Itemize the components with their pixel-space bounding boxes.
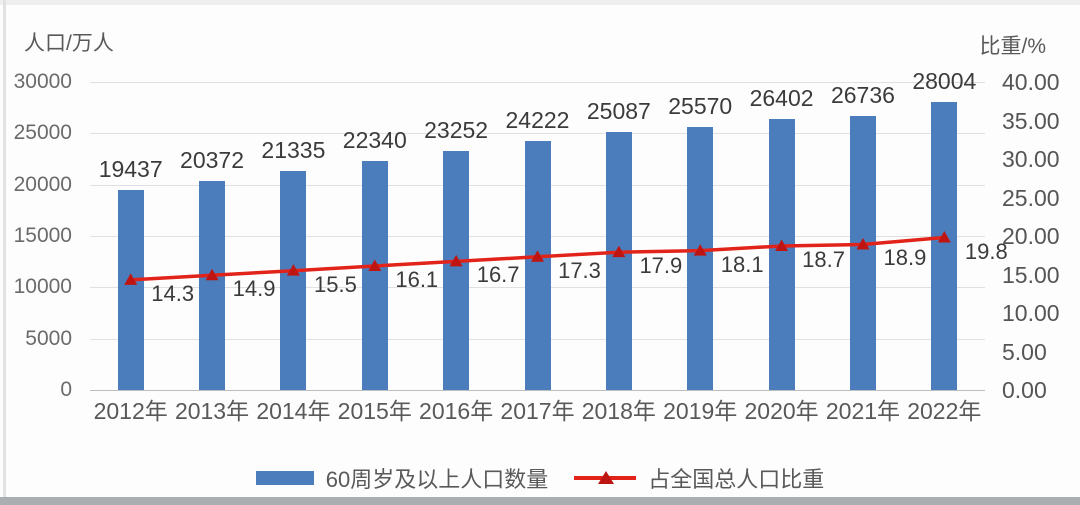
- bar: [117, 190, 144, 390]
- x-tick-label: 2019年: [663, 398, 738, 424]
- line-value-label: 17.9: [639, 253, 683, 279]
- legend-line-swatch-icon: [574, 470, 637, 486]
- bar: [199, 180, 226, 390]
- right-tick-label: 40.00: [1002, 69, 1060, 95]
- bar-value-label: 19437: [98, 156, 163, 183]
- bar: [361, 160, 388, 390]
- scan-edge-bottom: [0, 497, 1080, 505]
- bar: [931, 102, 958, 390]
- legend-bar-label: 60周岁及以上人口数量: [325, 467, 549, 492]
- right-axis-title: 比重/%: [979, 35, 1046, 58]
- x-tick-label: 2020年: [744, 398, 819, 424]
- right-tick-label: 20.00: [1002, 223, 1060, 249]
- bar: [687, 127, 714, 390]
- scan-edge-top: [0, 0, 1080, 5]
- x-tick-label: 2013年: [174, 398, 250, 424]
- trend-marker-icon: [775, 239, 789, 252]
- x-tick-label: 2022年: [907, 398, 982, 424]
- x-tick-label: 2021年: [825, 398, 901, 424]
- trend-marker-icon: [693, 244, 707, 256]
- left-axis-title: 人口/万人: [24, 32, 114, 55]
- legend: 60周岁及以上人口数量 占全国总人口比重: [0, 462, 1080, 494]
- gridline: [90, 133, 985, 135]
- left-tick-label: 30000: [13, 70, 72, 93]
- bar-value-label: 28004: [912, 68, 977, 95]
- legend-triangle-marker-icon: [598, 471, 615, 484]
- legend-bar-swatch-icon: [255, 471, 314, 485]
- right-tick-label: 5.00: [1002, 338, 1047, 365]
- bar: [280, 170, 307, 390]
- trend-marker-icon: [124, 273, 138, 285]
- trend-marker-icon: [205, 268, 219, 281]
- trend-marker-icon: [531, 250, 544, 262]
- x-tick-label: 2017年: [500, 398, 575, 424]
- left-tick-label: 5000: [25, 326, 72, 350]
- left-tick-label: 0: [60, 378, 72, 401]
- line-value-label: 14.9: [232, 276, 276, 302]
- bar-value-label: 26736: [830, 81, 895, 108]
- bar: [524, 141, 551, 390]
- plot-area: [90, 82, 985, 391]
- legend-line-label: 占全国总人口比重: [648, 467, 825, 492]
- x-tick-label: 2014年: [256, 398, 331, 424]
- trend-marker-icon: [612, 245, 626, 258]
- trend-marker-icon: [449, 254, 463, 267]
- line-value-label: 18.1: [720, 251, 764, 277]
- x-tick-label: 2015年: [337, 398, 412, 424]
- trend-marker-icon: [937, 231, 951, 243]
- x-axis-line: [90, 390, 985, 391]
- bar-value-label: 26402: [749, 84, 814, 111]
- bar: [768, 118, 795, 390]
- line-value-label: 18.9: [883, 245, 927, 271]
- x-tick-label: 2012年: [93, 398, 168, 424]
- line-value-label: 16.7: [476, 262, 520, 288]
- line-value-label: 15.5: [313, 271, 357, 297]
- bar-value-label: 24222: [505, 107, 570, 134]
- line-value-label: 17.3: [558, 257, 601, 283]
- x-tick-label: 2016年: [419, 398, 494, 424]
- bar-value-label: 25087: [586, 98, 651, 125]
- bar: [605, 132, 632, 390]
- left-tick-label: 25000: [13, 121, 72, 145]
- trend-marker-icon: [286, 264, 300, 276]
- trend-marker-icon: [856, 237, 870, 250]
- right-tick-label: 10.00: [1002, 300, 1060, 326]
- bar-value-label: 22340: [342, 126, 407, 153]
- line-value-label: 16.1: [395, 267, 439, 293]
- bar-value-label: 21335: [261, 136, 326, 163]
- x-tick-label: 2018年: [581, 398, 656, 424]
- right-tick-label: 0.00: [1002, 377, 1047, 403]
- left-tick-label: 20000: [13, 172, 72, 196]
- right-tick-label: 25.00: [1002, 184, 1060, 211]
- trend-marker-icon: [368, 259, 382, 272]
- line-value-label: 19.8: [964, 238, 1008, 264]
- bar: [443, 151, 470, 390]
- right-tick-label: 30.00: [1002, 146, 1060, 172]
- bar-value-label: 25570: [668, 93, 733, 120]
- trend-line-layer: [124, 231, 951, 285]
- gridline: [90, 82, 985, 83]
- right-tick-label: 15.00: [1002, 261, 1060, 288]
- bar: [849, 115, 876, 390]
- left-tick-label: 10000: [13, 275, 72, 299]
- left-tick-label: 15000: [13, 224, 72, 247]
- line-value-label: 18.7: [802, 247, 845, 272]
- bar-value-label: 20372: [180, 146, 245, 173]
- line-value-label: 14.3: [151, 280, 195, 306]
- scan-edge-left: [3, 0, 6, 500]
- bar-value-label: 23252: [424, 117, 489, 144]
- right-tick-label: 35.00: [1002, 107, 1060, 134]
